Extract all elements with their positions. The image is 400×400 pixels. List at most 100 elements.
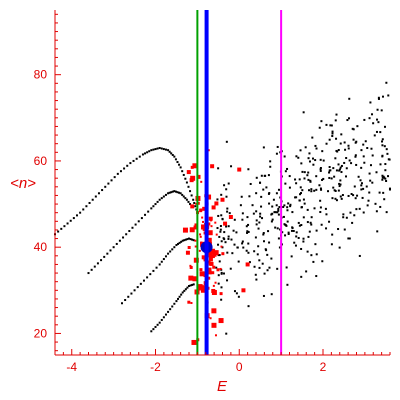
curve-point [178,163,181,166]
scatter-point [328,171,331,174]
scatter-point [300,162,303,165]
scatter-point [310,190,313,193]
scatter-point [226,207,229,210]
scatter-point [285,266,288,269]
red-point [192,276,198,282]
scatter-point [268,241,271,244]
curve-point [189,190,192,193]
scatter-point [368,117,371,120]
curve-point [191,238,194,241]
scatter-point [300,247,303,250]
scatter-point [369,164,372,167]
curve-point [188,237,190,240]
curve-point [176,161,179,164]
curve-point [180,293,183,296]
scatter-point [387,94,390,97]
red-point [220,197,225,202]
scatter-point [294,178,297,181]
scatter-point [360,166,363,169]
scatter-point [289,203,292,206]
scatter-point [246,216,249,219]
scatter-point [273,211,276,214]
scatter-point [379,205,382,208]
curve-point [187,200,190,203]
scatter-point [350,193,353,196]
red-point [228,215,233,219]
scatter-point [226,210,229,213]
scatter-point [217,214,220,217]
curve-point [152,148,155,151]
curve-point [167,252,170,255]
curve-point [142,279,145,282]
scatter-point [230,238,233,241]
scatter-point [262,294,265,297]
scatter-point [228,212,231,215]
scatter-point [340,164,343,167]
scatter-point [294,196,297,199]
scatter-point [362,187,365,190]
curve-point [191,283,194,286]
curve-point [173,246,176,249]
scatter-point [381,154,384,157]
scatter-point [328,176,331,179]
scatter-point [283,155,286,158]
scatter-point [340,133,343,136]
scatter-point [295,231,298,234]
scatter-point [381,144,384,147]
curve-point [184,177,187,180]
y-tick-label: 20 [34,326,48,340]
curve-point [147,210,150,213]
scatter-point [253,265,256,268]
scatter-point [348,117,351,120]
red-point [210,219,213,222]
scatter-point [298,224,301,227]
curve-point [164,148,167,151]
scatter-point [335,149,338,152]
scatter-point [381,140,384,143]
scatter-point [347,147,350,150]
tick-marks [54,13,391,355]
curve-point [168,150,171,153]
scatter-point [360,182,363,185]
scatter-point [319,158,322,161]
curve-point [152,205,155,208]
scatter-point [313,207,316,210]
red-point [189,227,195,233]
red-point [194,223,198,227]
scatter-point [359,179,362,182]
scatter-point [290,229,293,232]
scatter-point [381,178,384,181]
curve-point [126,164,129,167]
scatter-point [348,97,351,100]
scatter-point [349,211,352,214]
scatter-point [274,226,277,229]
curve-point [121,302,123,305]
curve-point [103,255,106,258]
scatter-point [335,113,338,116]
scatter-point [342,216,345,219]
scatter-point [252,212,255,215]
curve-point [112,246,115,249]
curve-point [173,302,176,305]
scatter-point [312,260,315,263]
scatter-point [318,184,321,187]
scatter-point [341,194,344,197]
red-point [202,220,205,223]
x-tick-label: -2 [150,360,161,374]
curve-point [183,239,186,242]
scatter-point [334,119,337,122]
scatter-point [345,157,348,160]
curve-point [180,240,183,243]
curve-point [195,208,198,211]
scatter-point [260,174,263,177]
red-point [189,264,192,267]
scatter-point [325,142,328,145]
red-point [195,202,198,205]
scatter-point [217,274,220,277]
curve-point [177,242,180,245]
scatter-point [254,273,257,276]
scatter-point [357,175,360,178]
scatter-point [284,182,287,185]
curve-point [179,166,182,169]
